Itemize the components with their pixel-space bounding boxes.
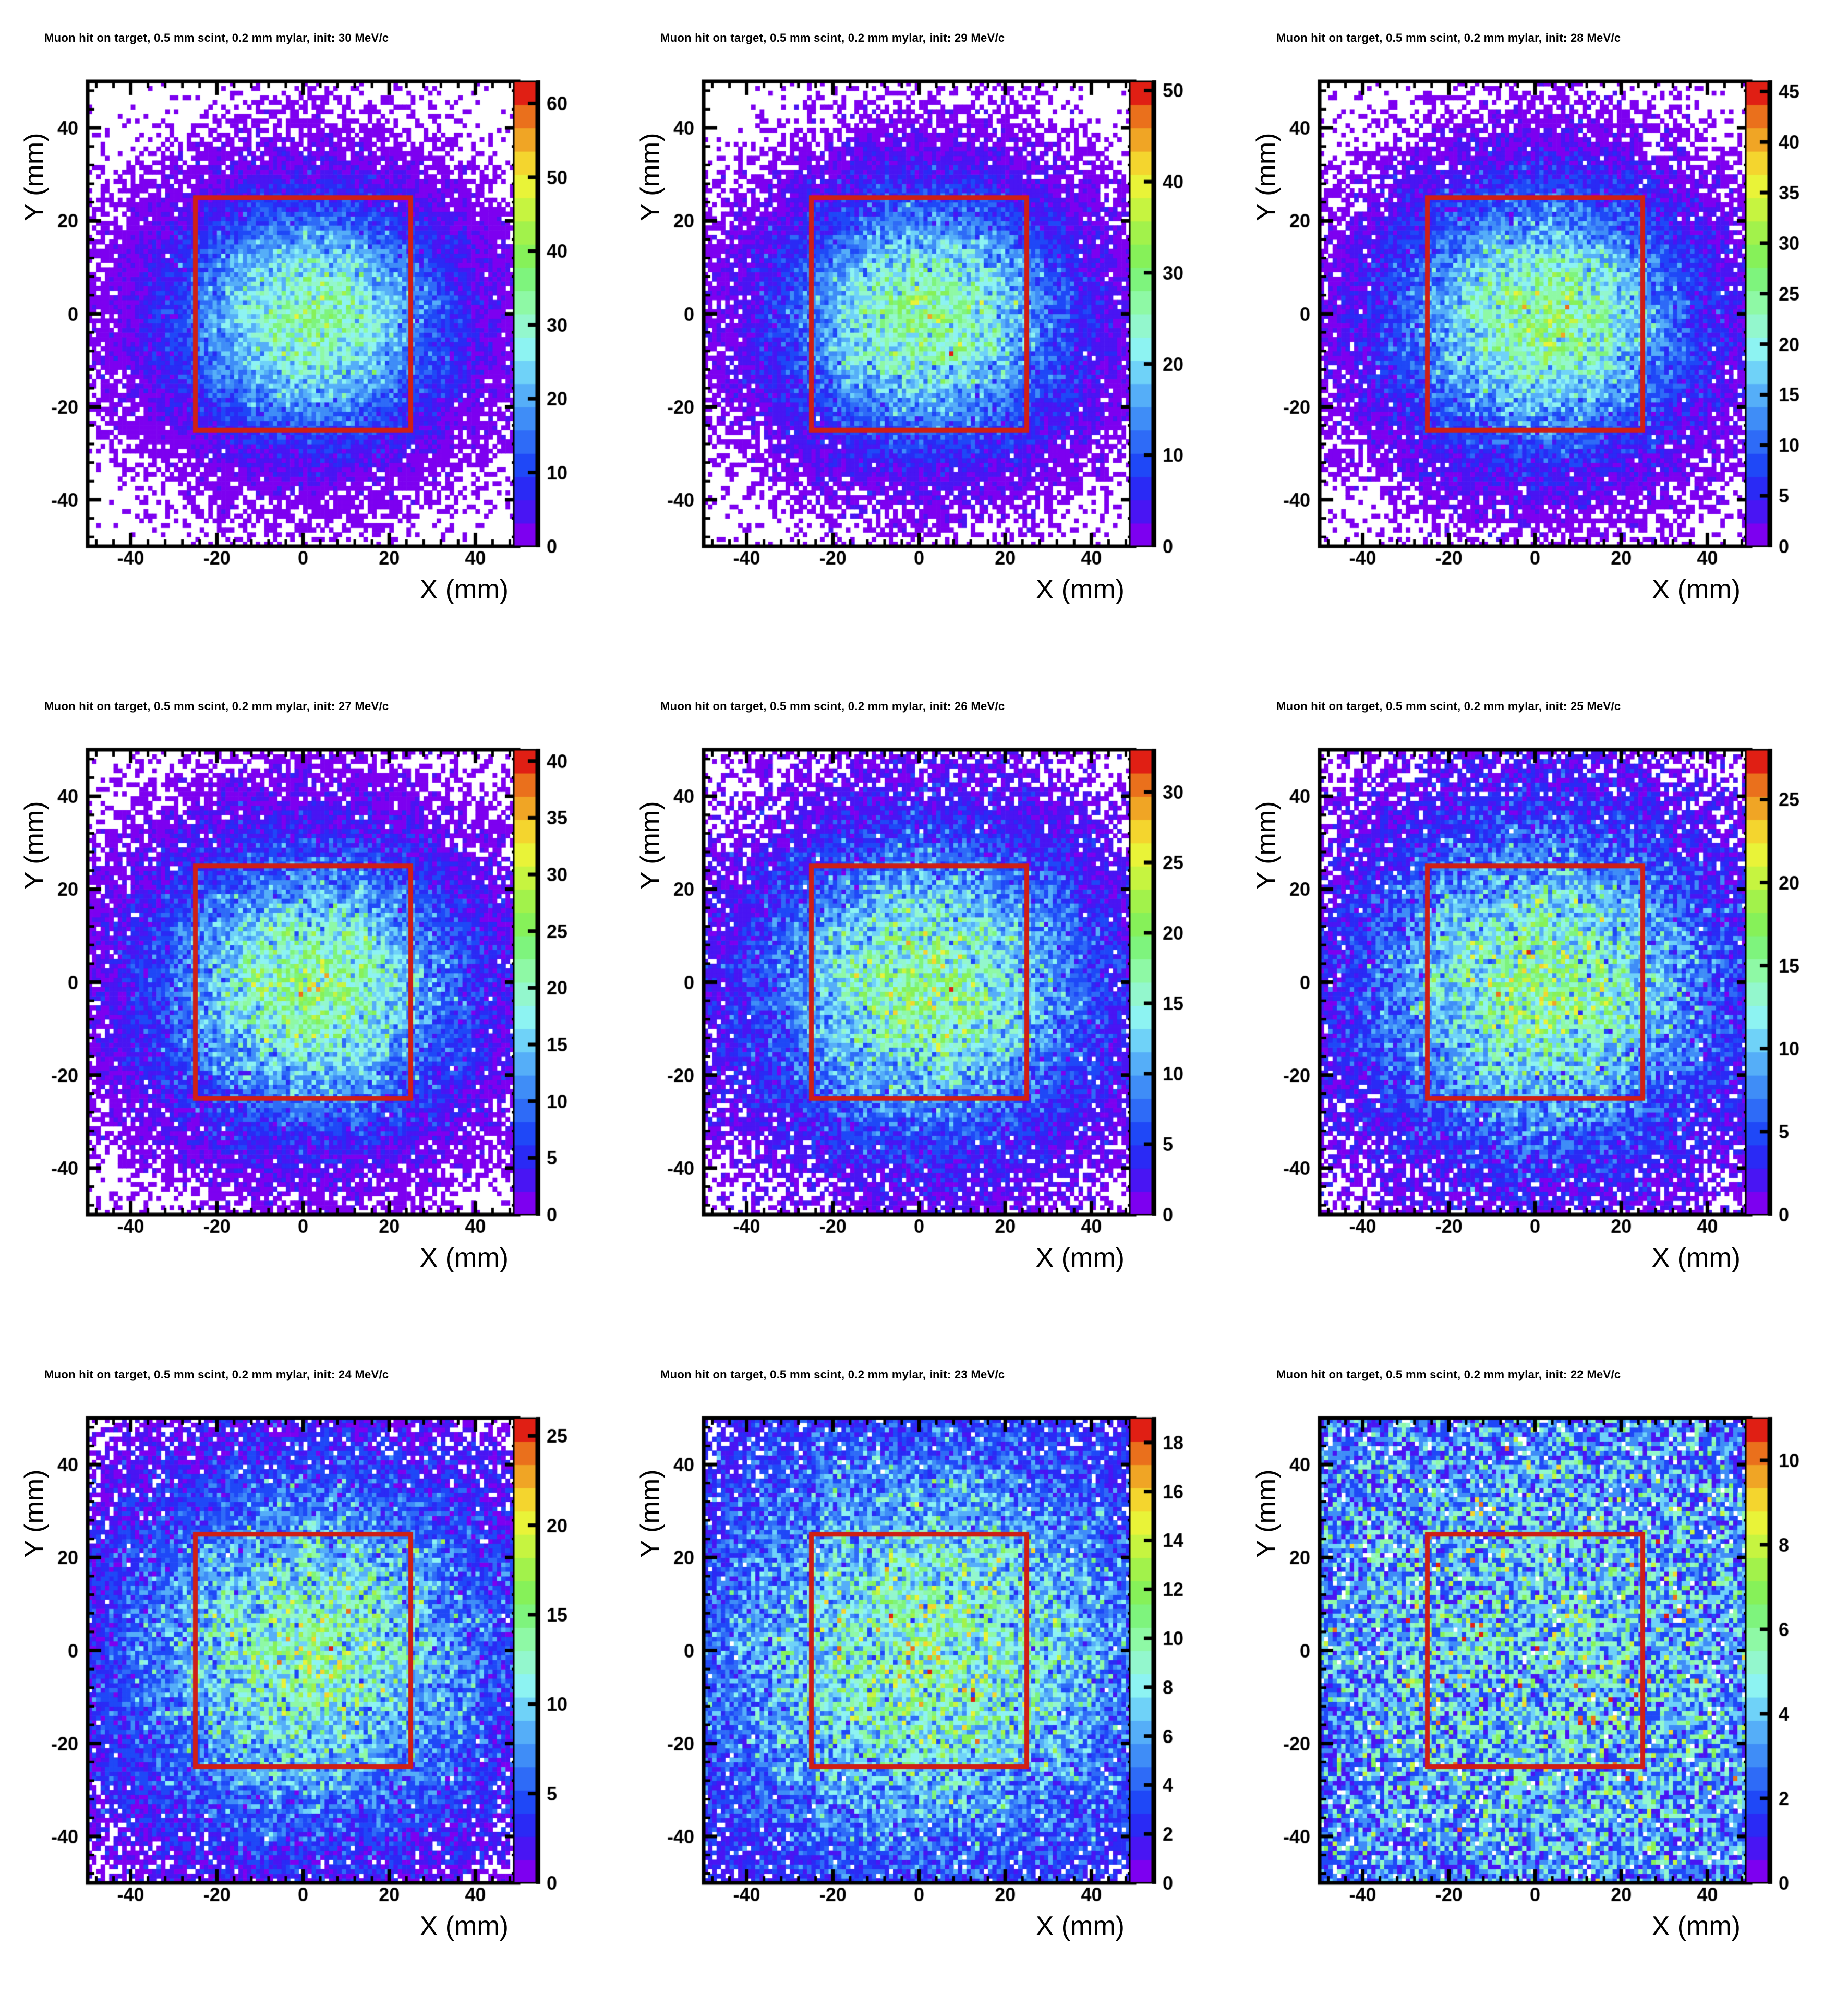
plot-title: Muon hit on target, 0.5 mm scint, 0.2 mm… (1276, 31, 1621, 44)
x-axis-title: X (mm) (1651, 1911, 1741, 1941)
plot-title: Muon hit on target, 0.5 mm scint, 0.2 mm… (44, 1368, 389, 1381)
heatmap-canvas (1232, 1337, 1848, 2005)
plot-title: Muon hit on target, 0.5 mm scint, 0.2 mm… (1276, 1368, 1621, 1381)
x-axis-title: X (mm) (1035, 1911, 1125, 1941)
x-axis-title: X (mm) (419, 1911, 509, 1941)
heatmap-canvas (616, 0, 1232, 668)
heatmap-canvas (0, 0, 616, 668)
heatmap-panel-23mevc: Muon hit on target, 0.5 mm scint, 0.2 mm… (616, 1337, 1232, 2005)
x-axis-title: X (mm) (1651, 574, 1741, 605)
x-axis-title: X (mm) (419, 574, 509, 605)
y-axis-title: Y (mm) (19, 801, 50, 890)
heatmap-canvas (616, 668, 1232, 1337)
heatmap-panel-24mevc: Muon hit on target, 0.5 mm scint, 0.2 mm… (0, 1337, 616, 2005)
heatmap-canvas (616, 1337, 1232, 2005)
x-axis-title: X (mm) (1035, 574, 1125, 605)
y-axis-title: Y (mm) (635, 133, 666, 221)
plot-title: Muon hit on target, 0.5 mm scint, 0.2 mm… (1276, 700, 1621, 713)
heatmap-panel-27mevc: Muon hit on target, 0.5 mm scint, 0.2 mm… (0, 668, 616, 1337)
plot-title: Muon hit on target, 0.5 mm scint, 0.2 mm… (44, 700, 389, 713)
x-axis-title: X (mm) (419, 1243, 509, 1273)
plot-title: Muon hit on target, 0.5 mm scint, 0.2 mm… (660, 31, 1005, 44)
y-axis-title: Y (mm) (19, 1469, 50, 1558)
heatmap-panel-29mevc: Muon hit on target, 0.5 mm scint, 0.2 mm… (616, 0, 1232, 668)
y-axis-title: Y (mm) (19, 133, 50, 221)
y-axis-title: Y (mm) (1251, 801, 1282, 890)
plot-title: Muon hit on target, 0.5 mm scint, 0.2 mm… (660, 700, 1005, 713)
heatmap-panel-25mevc: Muon hit on target, 0.5 mm scint, 0.2 mm… (1232, 668, 1848, 1337)
heatmap-panel-26mevc: Muon hit on target, 0.5 mm scint, 0.2 mm… (616, 668, 1232, 1337)
heatmap-canvas (0, 668, 616, 1337)
plot-title: Muon hit on target, 0.5 mm scint, 0.2 mm… (44, 31, 389, 44)
x-axis-title: X (mm) (1035, 1243, 1125, 1273)
heatmap-panel-28mevc: Muon hit on target, 0.5 mm scint, 0.2 mm… (1232, 0, 1848, 668)
heatmap-canvas (1232, 0, 1848, 668)
heatmap-panel-30mevc: Muon hit on target, 0.5 mm scint, 0.2 mm… (0, 0, 616, 668)
y-axis-title: Y (mm) (1251, 133, 1282, 221)
plot-title: Muon hit on target, 0.5 mm scint, 0.2 mm… (660, 1368, 1005, 1381)
y-axis-title: Y (mm) (1251, 1469, 1282, 1558)
heatmap-canvas (0, 1337, 616, 2005)
y-axis-title: Y (mm) (635, 1469, 666, 1558)
heatmap-canvas (1232, 668, 1848, 1337)
y-axis-title: Y (mm) (635, 801, 666, 890)
heatmap-panel-22mevc: Muon hit on target, 0.5 mm scint, 0.2 mm… (1232, 1337, 1848, 2005)
x-axis-title: X (mm) (1651, 1243, 1741, 1273)
